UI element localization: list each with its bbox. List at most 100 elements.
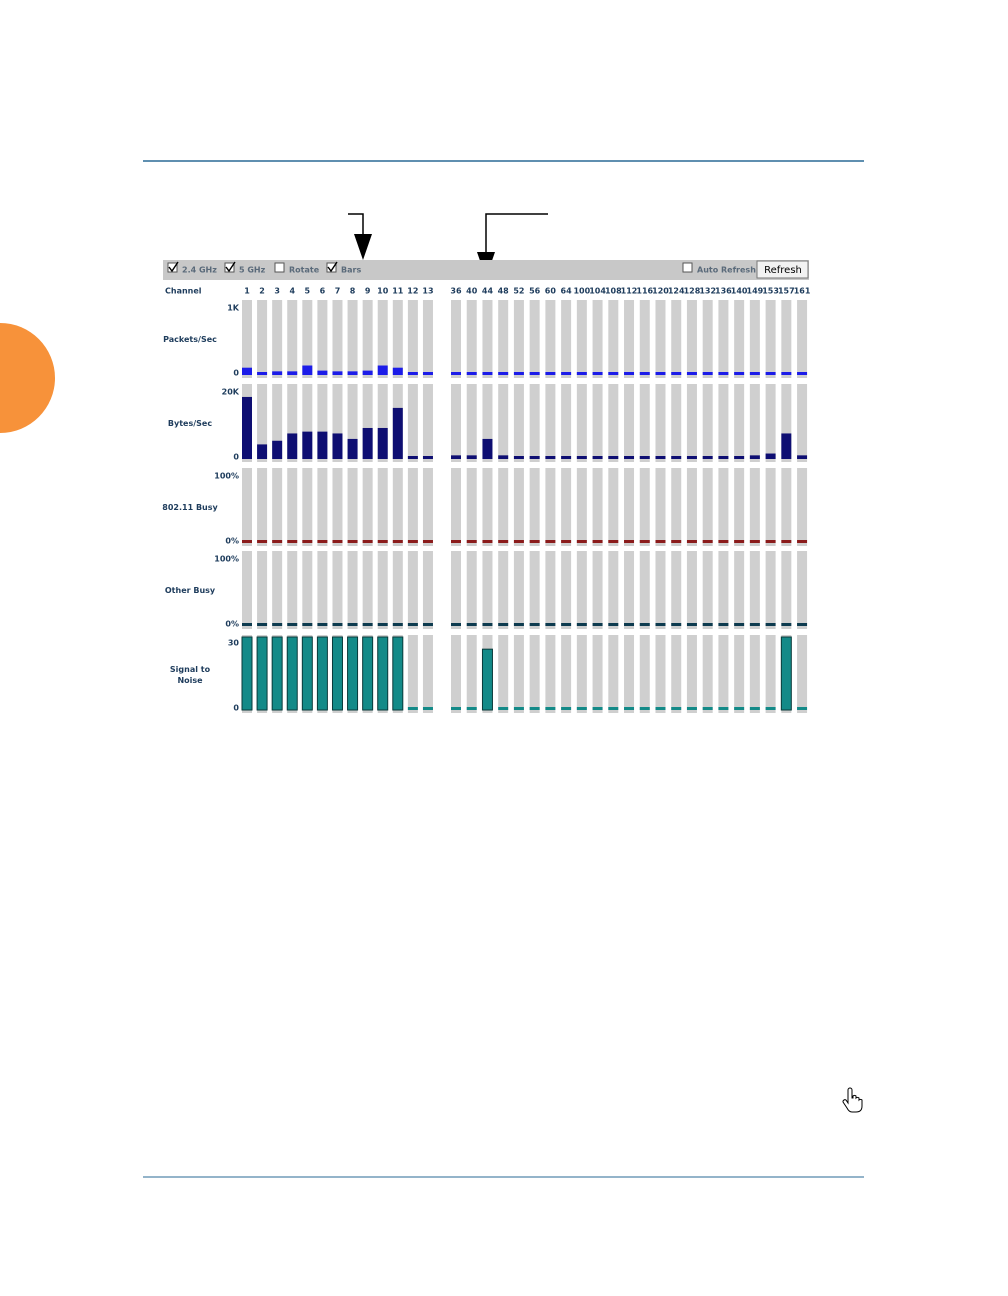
bar [749, 455, 760, 459]
bar [498, 372, 509, 375]
bar-track [407, 468, 418, 546]
button-label[interactable]: Refresh [764, 265, 802, 276]
bar [317, 370, 328, 375]
channel-number: 13 [422, 287, 433, 296]
channel-number: 60 [545, 287, 557, 296]
bar-track [702, 635, 713, 713]
bar [545, 456, 556, 459]
checkmark[interactable] [225, 261, 236, 273]
bar-track [332, 468, 343, 546]
bar [702, 707, 713, 710]
bar [592, 623, 603, 626]
bar-track [561, 384, 572, 462]
bar [287, 540, 298, 543]
bar [377, 427, 388, 459]
bar [407, 456, 418, 459]
bar-track [797, 635, 808, 713]
checkbox-label[interactable]: 5 GHz [239, 266, 266, 275]
checkmark[interactable] [168, 261, 179, 273]
callout-arrow [485, 213, 548, 264]
bar-track [407, 635, 418, 713]
bar-track [513, 468, 524, 546]
bar-track [561, 300, 572, 378]
bar [362, 427, 373, 459]
bar-track [655, 300, 666, 378]
bar-track [639, 468, 650, 546]
scale-label: 30 [228, 639, 240, 648]
checkbox[interactable] [682, 262, 693, 273]
checkbox[interactable] [326, 262, 337, 273]
checkbox[interactable] [167, 262, 178, 273]
bar-track [797, 384, 808, 462]
bar [749, 372, 760, 375]
checkbox[interactable] [274, 262, 285, 273]
bar [702, 372, 713, 375]
bar [332, 371, 343, 375]
bar [592, 540, 603, 543]
bar-track [332, 551, 343, 629]
bar-track [797, 551, 808, 629]
bar [686, 540, 697, 543]
bar [392, 367, 403, 375]
scale-label: 0 [233, 704, 239, 713]
bar-track [451, 300, 461, 378]
bar [316, 636, 328, 711]
bar [545, 540, 556, 543]
bar-track [317, 384, 328, 462]
bar-track [466, 551, 477, 629]
bar-track [347, 384, 358, 462]
bar [302, 365, 313, 375]
bar [561, 540, 572, 543]
bar [466, 707, 477, 710]
bar [561, 456, 572, 459]
bar [347, 636, 359, 711]
scale-label: 1K [227, 304, 240, 313]
checkmark[interactable] [327, 261, 338, 273]
channel-number: 161 [794, 287, 811, 296]
channel-number: 7 [335, 287, 341, 296]
bar-track [498, 384, 509, 462]
bar [797, 372, 808, 375]
bar-track [422, 468, 433, 546]
bar-track [702, 551, 713, 629]
checkbox-label[interactable]: Bars [341, 266, 361, 275]
refresh-button[interactable] [756, 260, 809, 279]
bar [422, 372, 433, 375]
bar [392, 636, 404, 711]
bar-track [765, 635, 776, 713]
bar-track [407, 551, 418, 629]
bar [286, 636, 298, 711]
bar [686, 372, 697, 375]
bar [749, 540, 760, 543]
bar-track [749, 300, 760, 378]
scale-label: 0 [233, 369, 239, 378]
bar [608, 372, 619, 375]
bar [257, 623, 268, 626]
checkbox[interactable] [224, 262, 235, 273]
channel-number: 10 [377, 287, 389, 296]
checkbox-label[interactable]: Auto Refresh [697, 266, 756, 275]
checkbox-label[interactable]: Rotate [289, 266, 320, 275]
bar [749, 623, 760, 626]
bar [639, 623, 650, 626]
bar-track [272, 384, 283, 462]
channel-number: 1 [244, 287, 250, 296]
bar [482, 540, 493, 543]
bar-track [272, 551, 283, 629]
bar-track [576, 468, 587, 546]
scale-label: 100% [214, 555, 239, 564]
bar [317, 431, 328, 459]
bar [272, 623, 283, 626]
bar-track [561, 468, 572, 546]
bar-track [718, 300, 729, 378]
bar-track [765, 300, 776, 378]
row-label: Bytes/Sec [167, 419, 213, 428]
scale-label: 0 [233, 453, 239, 462]
bar-track [466, 300, 477, 378]
bar-track [686, 468, 697, 546]
bar [545, 372, 556, 375]
checkbox-label[interactable]: 2.4 GHz [182, 266, 217, 275]
channel-number: 149 [747, 287, 764, 296]
bar [451, 455, 461, 459]
bar-track [686, 635, 697, 713]
